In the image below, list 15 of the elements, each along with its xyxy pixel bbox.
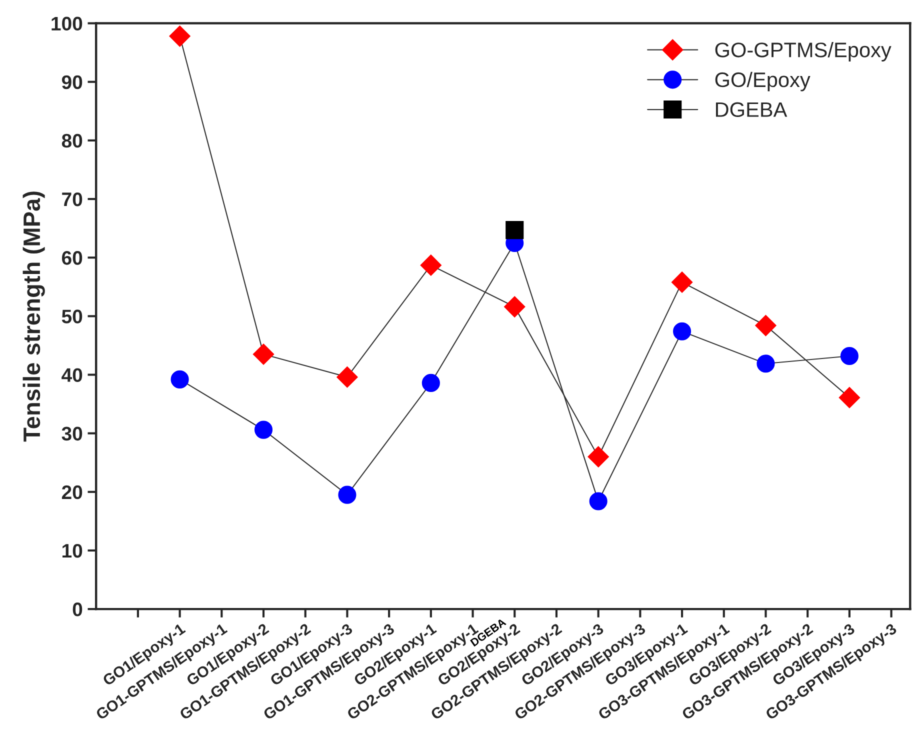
y-tick-label: 80 [62,134,82,148]
legend-label: GO/Epoxy [715,72,810,92]
y-tick-label: 60 [62,251,82,265]
y-tick-label: 100 [52,16,82,31]
y-tick-label: 50 [62,310,82,324]
y-tick-label: 30 [62,426,82,441]
y-tick-label: 10 [62,544,82,558]
y-tick-label: 70 [62,192,82,206]
legend-label: GO-GPTMS/Epoxy [715,42,892,62]
y-tick-label: 90 [62,75,82,90]
y-tick-label: 0 [72,602,82,616]
legend-label: DGEBA [716,102,788,118]
y-tick-label: 40 [62,368,82,382]
y-tick-label: 20 [62,485,82,500]
y-axis-title: Tensile strength (MPa) [22,192,45,442]
